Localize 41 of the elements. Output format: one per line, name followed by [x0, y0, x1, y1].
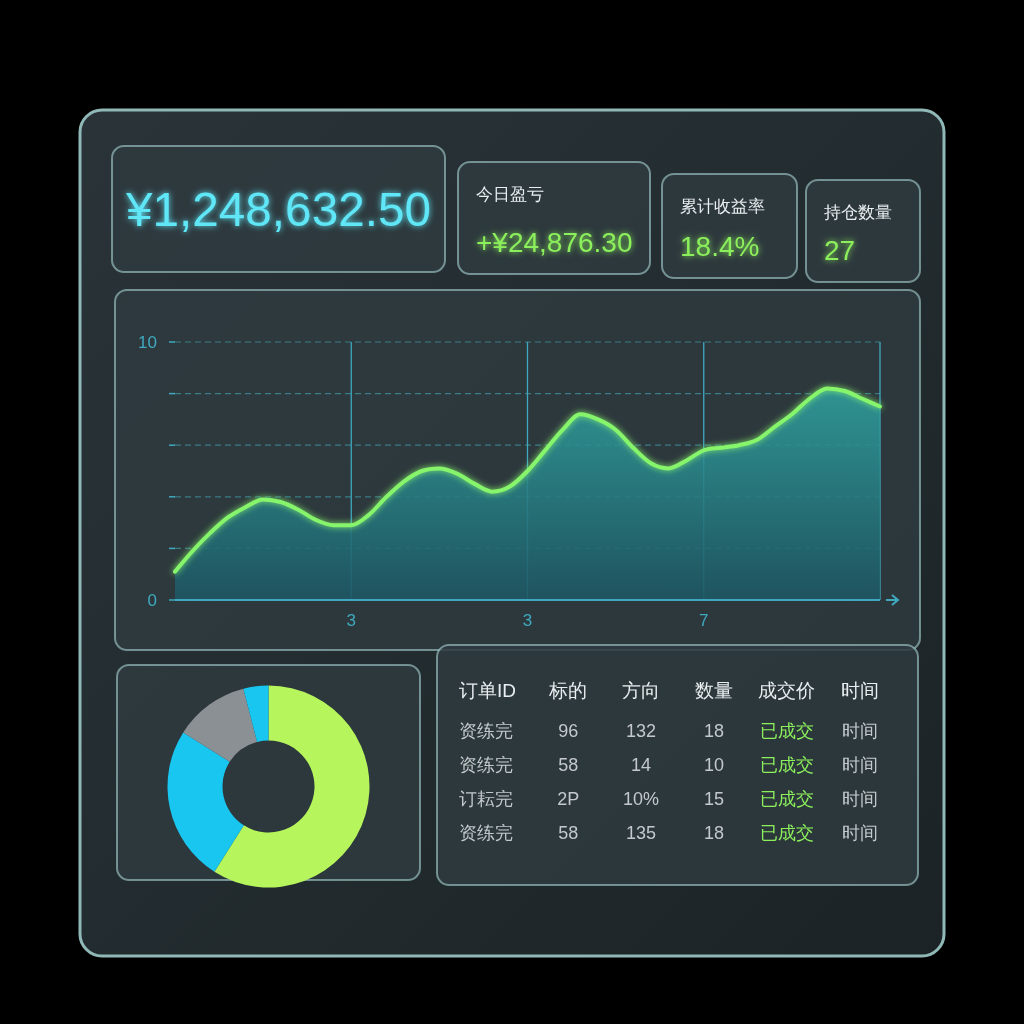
text: 132 [626, 721, 657, 741]
text: 10% [623, 789, 660, 809]
text: 已成交 [759, 823, 814, 843]
text: 时间 [841, 721, 878, 741]
text: 资练完 [459, 823, 513, 843]
category-label: 时间 [840, 680, 879, 701]
text: 58 [558, 755, 579, 775]
category-label: 成交价 [758, 680, 816, 701]
text: 时间 [841, 755, 878, 775]
text: 时间 [841, 789, 878, 809]
text: 已成交 [759, 755, 814, 775]
text: ¥1,248,632.50 [125, 183, 431, 236]
text: 135 [626, 823, 657, 843]
text: 资练完 [459, 755, 513, 775]
category-label: 订单ID [459, 680, 516, 701]
text: 10 [703, 755, 724, 775]
text: 持仓数量 [824, 203, 892, 222]
text: 时间 [841, 823, 878, 843]
text: +¥24,876.30 [476, 227, 633, 258]
text: 27 [824, 235, 856, 266]
text: 订耘完 [459, 789, 513, 809]
category-label: 方向 [622, 680, 661, 701]
text: 18.4% [680, 231, 760, 262]
category-label: 数量 [694, 680, 733, 701]
text: 58 [558, 823, 579, 843]
text: 15 [703, 789, 724, 809]
x-tick-label: 3 [346, 611, 356, 630]
x-tick-label: 7 [699, 611, 709, 630]
category-label: 标的 [548, 680, 588, 701]
text: 96 [558, 721, 579, 741]
y-tick-label: 0 [147, 591, 157, 610]
text: 资练完 [459, 721, 513, 741]
x-tick-label: 3 [522, 611, 533, 630]
text: 今日盈亏 [476, 185, 544, 204]
text: 已成交 [759, 789, 814, 809]
text: 已成交 [759, 721, 814, 741]
text: 2P [557, 789, 580, 809]
text: 18 [703, 823, 724, 843]
text: 累计收益率 [680, 197, 765, 216]
text: 14 [631, 755, 652, 775]
text: 18 [703, 721, 724, 741]
